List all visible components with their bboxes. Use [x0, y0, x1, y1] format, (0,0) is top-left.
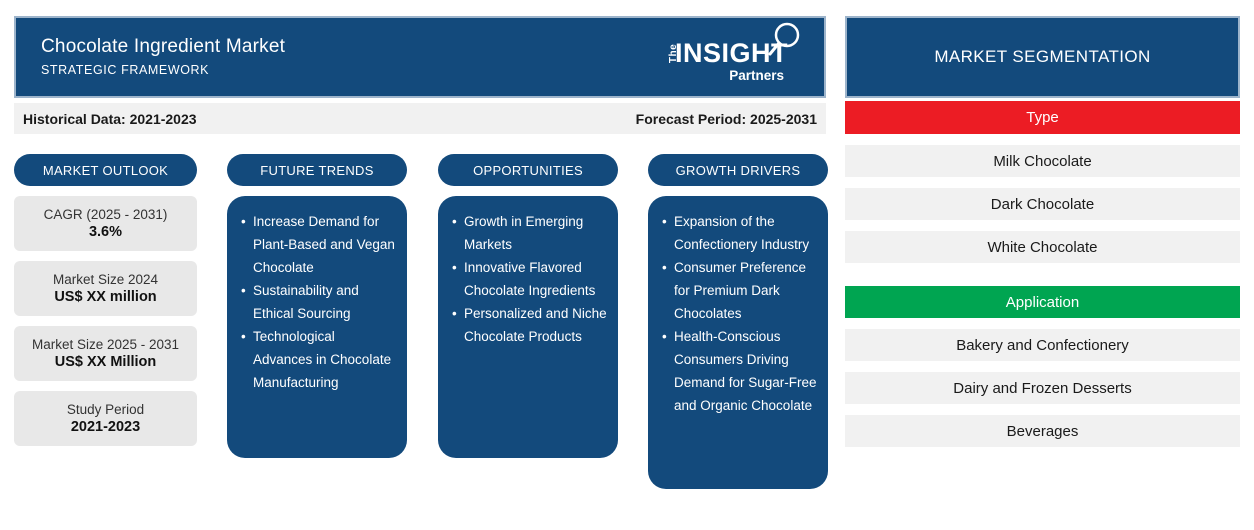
- forecast-period-label: Forecast Period: 2025-2031: [635, 110, 817, 127]
- list-item: Innovative Flavored Chocolate Ingredient…: [452, 256, 608, 302]
- list-item: Sustainability and Ethical Sourcing: [241, 279, 397, 325]
- logo-insight-text: INSIGHT: [675, 38, 789, 68]
- opportunities-header: OPPORTUNITIES: [438, 154, 618, 186]
- segment-item-beverages: Beverages: [845, 415, 1240, 447]
- logo-partners-text: Partners: [729, 68, 784, 83]
- future-trends-column: FUTURE TRENDS Increase Demand for Plant-…: [227, 154, 407, 458]
- market-size-2024-value: US$ XX million: [54, 289, 157, 305]
- meta-strip: Historical Data: 2021-2023 Forecast Peri…: [14, 103, 826, 134]
- market-size-forecast-card: Market Size 2025 - 2031 US$ XX Million: [14, 326, 197, 381]
- segment-item-white-chocolate: White Chocolate: [845, 231, 1240, 263]
- segment-group-type: Type: [845, 101, 1240, 134]
- study-period-card: Study Period 2021-2023: [14, 391, 197, 446]
- cagr-label: CAGR (2025 - 2031): [43, 207, 168, 222]
- cagr-card: CAGR (2025 - 2031) 3.6%: [14, 196, 197, 251]
- market-segmentation-header: MARKET SEGMENTATION: [845, 16, 1240, 98]
- cagr-value: 3.6%: [88, 224, 123, 240]
- opportunities-column: OPPORTUNITIES Growth in Emerging Markets…: [438, 154, 618, 458]
- segment-item-bakery-confectionery: Bakery and Confectionery: [845, 329, 1240, 361]
- market-size-forecast-label: Market Size 2025 - 2031: [31, 337, 180, 352]
- growth-drivers-list: Expansion of the Confectionery Industry …: [662, 210, 818, 417]
- list-item: Health-Conscious Consumers Driving Deman…: [662, 325, 818, 417]
- segment-item-dark-chocolate: Dark Chocolate: [845, 188, 1240, 220]
- study-period-value: 2021-2023: [70, 419, 141, 435]
- insight-partners-logo: The INSIGHT Partners: [662, 22, 800, 90]
- page-subtitle: STRATEGIC FRAMEWORK: [41, 63, 210, 77]
- study-period-label: Study Period: [66, 402, 145, 417]
- future-trends-header: FUTURE TRENDS: [227, 154, 407, 186]
- magnifier-icon: [768, 22, 800, 56]
- growth-drivers-header: GROWTH DRIVERS: [648, 154, 828, 186]
- segment-item-milk-chocolate: Milk Chocolate: [845, 145, 1240, 177]
- list-item: Technological Advances in Chocolate Manu…: [241, 325, 397, 394]
- market-size-2024-label: Market Size 2024: [52, 272, 159, 287]
- list-item: Expansion of the Confectionery Industry: [662, 210, 818, 256]
- opportunities-card: Growth in Emerging Markets Innovative Fl…: [438, 196, 618, 458]
- main-header: Chocolate Ingredient Market STRATEGIC FR…: [14, 16, 826, 98]
- market-outlook-column: MARKET OUTLOOK CAGR (2025 - 2031) 3.6% M…: [14, 154, 197, 446]
- opportunities-list: Growth in Emerging Markets Innovative Fl…: [452, 210, 608, 348]
- page-title: Chocolate Ingredient Market: [41, 36, 286, 57]
- market-size-2024-card: Market Size 2024 US$ XX million: [14, 261, 197, 316]
- historical-data-label: Historical Data: 2021-2023: [23, 110, 197, 127]
- segment-item-dairy-frozen-desserts: Dairy and Frozen Desserts: [845, 372, 1240, 404]
- growth-drivers-card: Expansion of the Confectionery Industry …: [648, 196, 828, 489]
- growth-drivers-column: GROWTH DRIVERS Expansion of the Confecti…: [648, 154, 828, 489]
- list-item: Consumer Preference for Premium Dark Cho…: [662, 256, 818, 325]
- list-item: Increase Demand for Plant-Based and Vega…: [241, 210, 397, 279]
- market-outlook-header: MARKET OUTLOOK: [14, 154, 197, 186]
- market-segmentation-panel: MARKET SEGMENTATION Type Milk Chocolate …: [845, 16, 1240, 447]
- future-trends-card: Increase Demand for Plant-Based and Vega…: [227, 196, 407, 458]
- segment-group-application: Application: [845, 286, 1240, 318]
- list-item: Growth in Emerging Markets: [452, 210, 608, 256]
- market-size-forecast-value: US$ XX Million: [54, 354, 157, 370]
- list-item: Personalized and Niche Chocolate Product…: [452, 302, 608, 348]
- future-trends-list: Increase Demand for Plant-Based and Vega…: [241, 210, 397, 394]
